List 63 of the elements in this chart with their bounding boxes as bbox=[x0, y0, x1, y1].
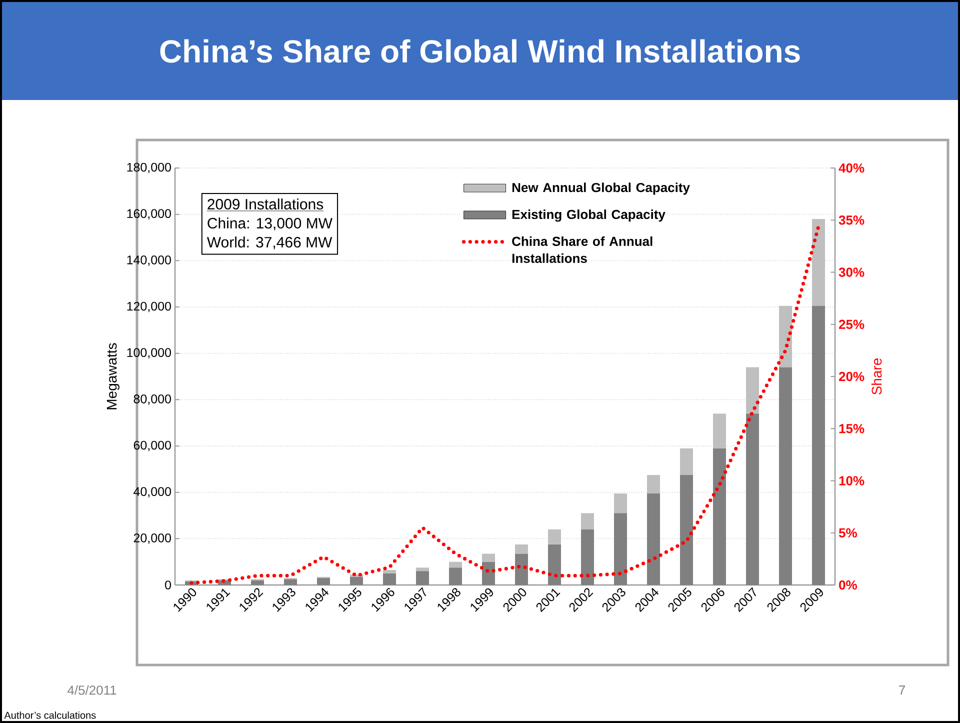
y-axis-title: Megawatts bbox=[106, 343, 120, 410]
bar bbox=[581, 529, 594, 585]
y2-tick-label: 35% bbox=[838, 216, 864, 225]
bar bbox=[548, 544, 562, 585]
annotation: 2009 Installations bbox=[208, 198, 324, 210]
annotation: China: 13,000 MW bbox=[208, 218, 332, 230]
bar bbox=[449, 568, 462, 585]
y2-tick-label: 5% bbox=[838, 528, 857, 538]
bar bbox=[713, 448, 726, 585]
y2-tick-label: 40% bbox=[838, 163, 864, 173]
bar bbox=[449, 562, 462, 568]
bar bbox=[515, 554, 528, 585]
y-tick-label: 100,000 bbox=[127, 348, 171, 358]
legend-label: Existing Global Capacity bbox=[512, 210, 666, 222]
bar bbox=[647, 474, 660, 494]
y2-tick-label: 10% bbox=[839, 476, 864, 486]
bar bbox=[779, 367, 792, 585]
y-tick-label: 60,000 bbox=[134, 440, 171, 452]
y-tick-label: 120,000 bbox=[127, 302, 171, 312]
bar bbox=[548, 529, 562, 544]
y2-tick-label: 0% bbox=[839, 580, 857, 590]
y-tick-label: 80,000 bbox=[134, 394, 171, 405]
y-tick-label: 160,000 bbox=[127, 209, 171, 220]
bar bbox=[680, 474, 694, 585]
y2-tick-label: 30% bbox=[838, 268, 864, 277]
bar bbox=[416, 568, 430, 572]
y-tick-label: 40,000 bbox=[134, 487, 171, 498]
y2-tick-label: 25% bbox=[838, 320, 864, 329]
y-tick-label: 140,000 bbox=[127, 255, 171, 266]
y-tick-label: 20,000 bbox=[134, 533, 171, 544]
bar bbox=[746, 414, 760, 585]
bar bbox=[581, 513, 594, 530]
y-tick-label: 0 bbox=[165, 580, 171, 590]
text: 7 bbox=[899, 686, 905, 694]
bar bbox=[614, 493, 628, 514]
bar bbox=[713, 414, 726, 448]
bar bbox=[779, 306, 792, 368]
bar bbox=[614, 513, 628, 585]
text: 4/5/2011 bbox=[67, 685, 116, 695]
y2-tick-label: 20% bbox=[838, 372, 864, 382]
bar bbox=[680, 448, 694, 475]
bar bbox=[746, 367, 760, 414]
bar bbox=[515, 544, 528, 554]
bar bbox=[416, 571, 430, 585]
y-tick-label: 180,000 bbox=[127, 162, 171, 174]
bar bbox=[383, 570, 396, 574]
bar bbox=[350, 576, 364, 585]
legend-label: New Annual Global Capacity bbox=[512, 182, 690, 195]
y2-tick-label: 15% bbox=[839, 424, 864, 434]
bar bbox=[383, 573, 396, 585]
annotation: World: 37,466 MW bbox=[206, 236, 332, 250]
chart-title: China’s Share of Global Wind Installations bbox=[160, 39, 800, 63]
text: Author’s calculations bbox=[4, 711, 96, 719]
bar bbox=[482, 562, 496, 585]
legend-label: China Share of Annual Installations bbox=[512, 236, 652, 263]
bar bbox=[647, 493, 660, 585]
y2-axis-title: Share bbox=[871, 358, 882, 395]
bar bbox=[317, 578, 330, 585]
bar bbox=[812, 219, 826, 306]
bar bbox=[251, 580, 264, 585]
bar bbox=[812, 306, 826, 585]
bar bbox=[284, 579, 298, 585]
bar bbox=[482, 554, 496, 562]
